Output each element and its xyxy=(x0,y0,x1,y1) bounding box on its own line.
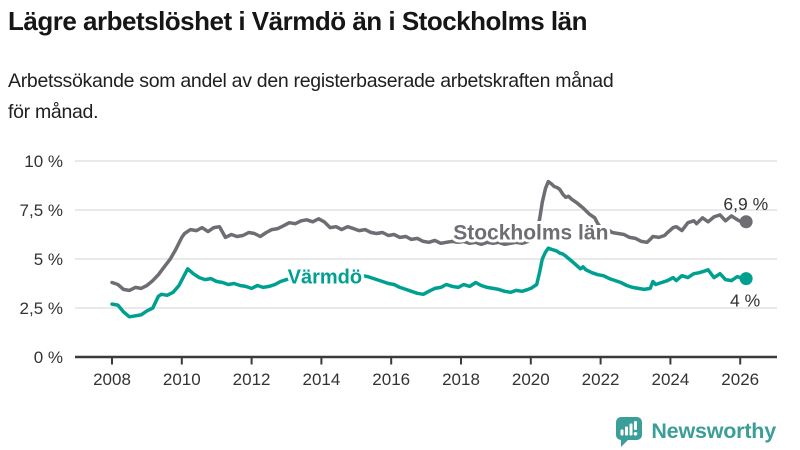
x-axis-tick-label: 2022 xyxy=(582,370,620,389)
x-axis-tick-label: 2012 xyxy=(233,370,271,389)
y-axis-tick-label: 10 % xyxy=(24,152,63,171)
end-value-label-stockholms-l-n: 6,9 % xyxy=(723,194,768,214)
y-axis-tick-label: 2,5 % xyxy=(20,299,63,318)
x-axis-tick-label: 2024 xyxy=(651,370,689,389)
y-axis-tick-label: 0 % xyxy=(34,348,63,367)
x-axis-tick-label: 2020 xyxy=(512,370,550,389)
subtitle-line-1: Arbetssökande som andel av den registerb… xyxy=(8,70,614,92)
page-title: Lägre arbetslöshet i Värmdö än i Stockho… xyxy=(8,6,588,36)
x-axis-tick-label: 2010 xyxy=(163,370,201,389)
newsworthy-brand: Newsworthy xyxy=(615,415,776,448)
y-axis-tick-label: 5 % xyxy=(34,250,63,269)
x-axis-tick-label: 2018 xyxy=(442,370,480,389)
x-axis-tick-label: 2014 xyxy=(302,370,340,389)
brand-name: Newsworthy xyxy=(651,419,776,443)
end-dot-stockholms-l-n xyxy=(739,215,753,229)
end-dot-v-rmd- xyxy=(739,272,753,286)
y-axis-tick-label: 7,5 % xyxy=(20,201,63,220)
series-label-stockholms-l-n: Stockholms län xyxy=(453,222,608,245)
x-axis-tick-label: 2026 xyxy=(721,370,759,389)
series-label-v-rmd-: Värmdö xyxy=(288,267,362,289)
x-axis-tick-label: 2016 xyxy=(372,370,410,389)
subtitle-line-2: för månad. xyxy=(8,101,99,123)
series-line-v-rmd- xyxy=(110,246,748,319)
end-value-label-v-rmd-: 4 % xyxy=(730,291,760,311)
x-axis-tick-label: 2008 xyxy=(93,370,131,389)
line-chart-canvas: 0 % 2,5 % 5 % 7,5 % 10 % 2008 2010 2012 2014 2016… xyxy=(20,152,777,389)
newsworthy-logo-icon xyxy=(616,417,643,447)
chart-subtitle: Arbetssökande som andel av den registerb… xyxy=(8,66,792,128)
series-line-stockholms-l-n xyxy=(110,179,748,293)
